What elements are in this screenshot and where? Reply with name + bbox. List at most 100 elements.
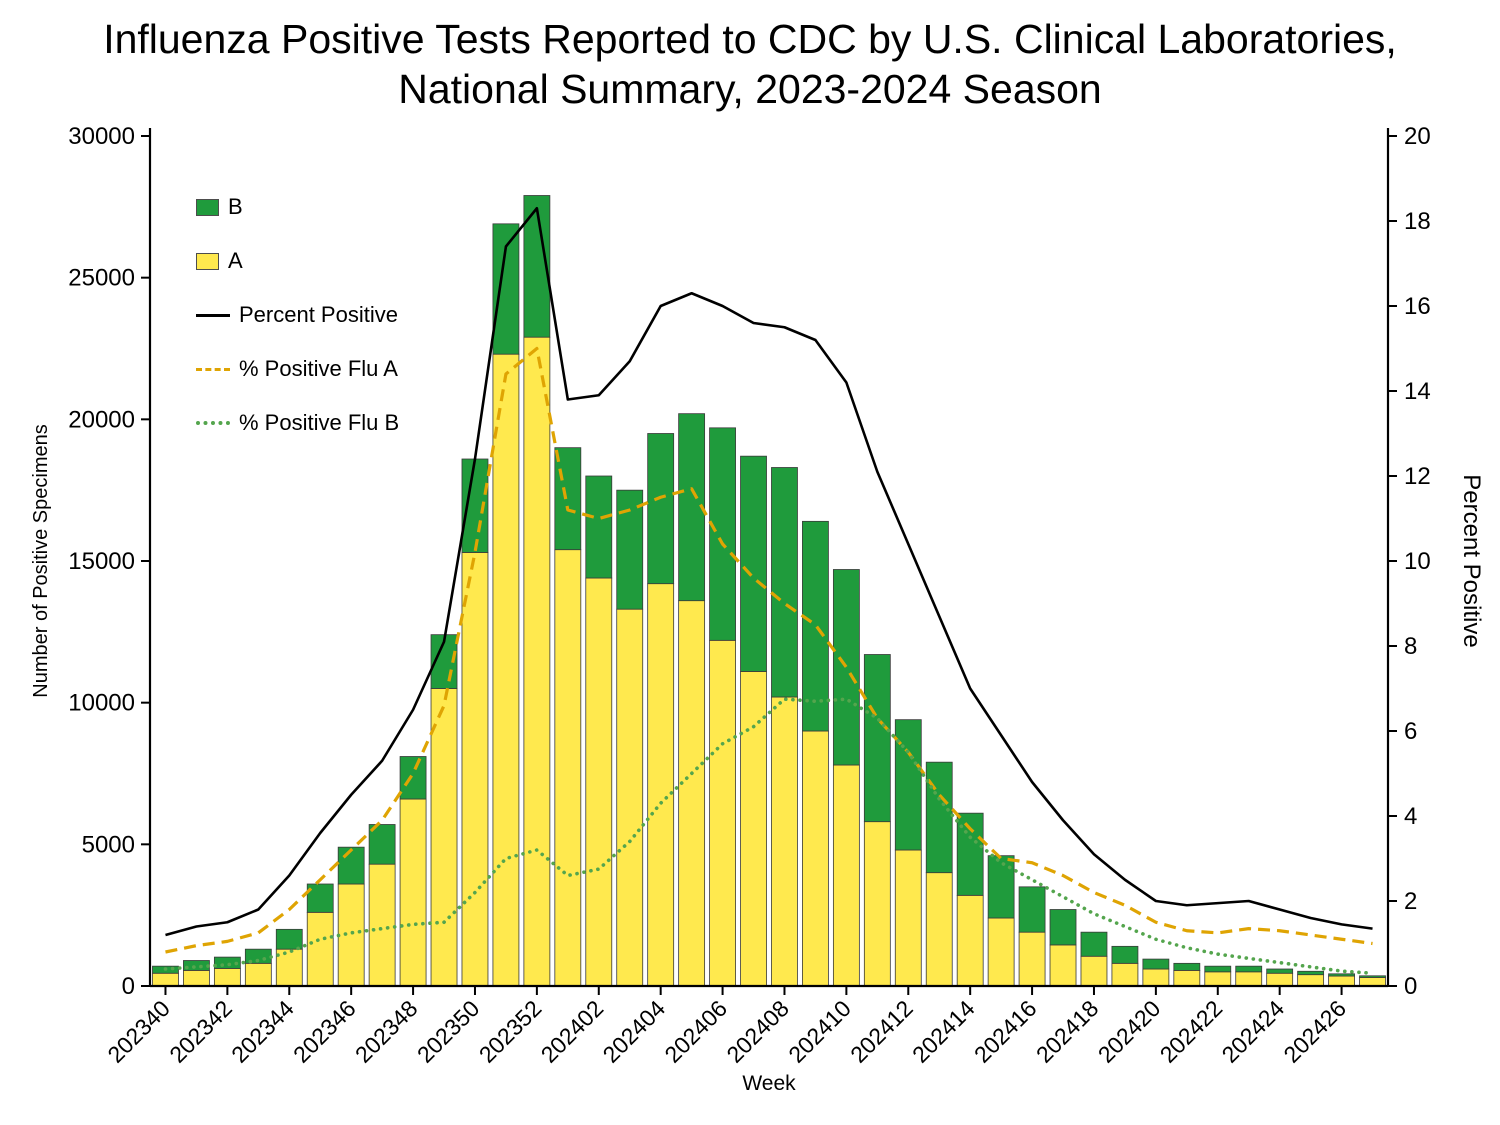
bar-flu-a (894, 849, 922, 987)
legend-label-b: B (228, 194, 243, 219)
y-axis-left-tick-label: 30000 (68, 123, 135, 150)
bar-flu-a (1328, 975, 1355, 987)
x-axis-tick-label: 202414 (907, 995, 980, 1068)
bar-flu-a (678, 600, 706, 987)
bar-flu-b (647, 433, 675, 585)
y-axis-left-tick-label: 20000 (68, 406, 135, 433)
line-percent-positive (165, 206, 1373, 937)
chart-title: Influenza Positive Tests Reported to CDC… (0, 14, 1500, 114)
bars-layer (152, 195, 1386, 987)
y-axis-left-tick-label: 0 (122, 973, 135, 1000)
bar-flu-a (1204, 971, 1232, 987)
legend-item-a: A (196, 246, 399, 276)
y-axis-right-tick-label: 4 (1404, 803, 1417, 830)
bar-flu-b (1049, 909, 1077, 946)
bar-flu-b (1297, 970, 1325, 976)
y-axis-left-tick-label: 10000 (68, 690, 135, 717)
bar-flu-b (1328, 973, 1355, 977)
legend-label-percent-positive: Percent Positive (239, 302, 398, 327)
bar-flu-b (1111, 945, 1139, 964)
legend-swatch-dashed-line (196, 367, 230, 371)
bar-flu-b (1266, 968, 1294, 974)
bar-flu-a (832, 764, 860, 987)
bar-flu-b (368, 824, 396, 865)
bar-flu-a (337, 883, 365, 987)
bar-flu-a (399, 798, 427, 987)
line--positive-flu-b (163, 697, 1375, 976)
bar-flu-a (492, 353, 520, 987)
bar-flu-b (832, 569, 860, 766)
legend-swatch-dotted-line (196, 421, 230, 425)
x-axis-tick-label: 202340 (102, 995, 175, 1068)
y-axis-right-tick-label: 14 (1404, 378, 1431, 405)
y-axis-right-tick-label: 18 (1404, 208, 1431, 235)
bar-flu-b (771, 467, 798, 698)
x-axis-tick-label: 202418 (1031, 995, 1104, 1068)
x-axis-tick-label: 202352 (474, 995, 547, 1068)
line--positive-flu-a (165, 346, 1373, 954)
bar-flu-a (925, 872, 953, 987)
bar-flu-b (740, 455, 767, 672)
x-axis-tick-label: 202410 (783, 995, 856, 1068)
x-axis-tick-label: 202342 (164, 995, 237, 1068)
legend-swatch-solid-line (196, 313, 230, 317)
x-axis-tick-label: 202426 (1278, 995, 1351, 1068)
x-axis-tick-label: 202404 (598, 995, 671, 1068)
flu-combo-chart: 0 5000 10000 15000 20000 25000 30000 0 2 4 6 8 10 12 1… (30, 123, 1485, 1095)
x-axis-title: Week (742, 1072, 796, 1095)
legend-label-pct-flu-b: % Positive Flu B (239, 410, 400, 435)
x-axis-tick-label: 202420 (1093, 995, 1166, 1068)
bar-flu-a (616, 608, 644, 987)
y-axis-left-tick-label: 5000 (82, 831, 135, 858)
x-axis-tick-label: 202412 (845, 995, 918, 1068)
bar-flu-b (709, 427, 736, 641)
bar-flu-a (585, 577, 613, 987)
bar-flu-b (1204, 965, 1232, 973)
y-axis-right-tick-label: 6 (1404, 718, 1417, 745)
bar-flu-b (925, 761, 953, 874)
bar-flu-a (183, 970, 210, 987)
bar-flu-b (894, 719, 922, 851)
bar-flu-b (492, 223, 520, 355)
bar-flu-a (244, 962, 272, 987)
bar-flu-a (1111, 962, 1139, 987)
x-axis-tick-label: 202424 (1217, 995, 1290, 1068)
y-axis-right-tick-label: 12 (1404, 463, 1431, 490)
bar-flu-b (213, 956, 241, 969)
x-axis-tick-label: 202402 (536, 995, 609, 1068)
bar-flu-a (740, 671, 767, 987)
bar-flu-a (1266, 972, 1294, 987)
bar-flu-a (1080, 955, 1108, 987)
bar-flu-a (956, 894, 984, 987)
x-axis-tick-label: 202422 (1155, 995, 1228, 1068)
y-axis-right-tick-label: 20 (1404, 123, 1431, 150)
bar-flu-a (1173, 970, 1201, 987)
legend-item-pct-flu-b: % Positive Flu B (196, 408, 399, 438)
bar-flu-b (1018, 886, 1046, 933)
bar-flu-b (585, 475, 613, 579)
lines-layer (163, 206, 1375, 976)
bar-flu-a (1049, 944, 1077, 987)
legend-label-pct-flu-a: % Positive Flu A (239, 356, 398, 381)
y-axis-right-title: Percent Positive (1458, 474, 1485, 647)
chart-legend: B A Percent Positive % Positive Flu A % … (196, 192, 399, 462)
bar-flu-a (863, 821, 891, 987)
bar-flu-a (275, 948, 303, 987)
bar-flu-a (802, 730, 829, 987)
x-axis-tick-label: 202348 (350, 995, 423, 1068)
bar-flu-b (275, 928, 303, 950)
bar-flu-a (523, 336, 551, 987)
bar-flu-b (399, 756, 427, 800)
bar-flu-b (1173, 962, 1201, 971)
y-axis-right-tick-label: 2 (1404, 888, 1417, 915)
x-axis-tick-label: 202346 (288, 995, 361, 1068)
legend-swatch-b-green-box (196, 198, 219, 216)
y-axis-right-tick-label: 8 (1404, 633, 1417, 660)
bar-flu-a (152, 972, 179, 987)
x-axis-tick-label: 202350 (412, 995, 485, 1068)
bar-flu-a (1297, 974, 1325, 987)
legend-swatch-a-yellow-box (196, 252, 219, 270)
legend-item-percent-positive: Percent Positive (196, 300, 399, 330)
bar-flu-a (554, 549, 582, 987)
y-axis-right-tick-label: 16 (1404, 293, 1431, 320)
